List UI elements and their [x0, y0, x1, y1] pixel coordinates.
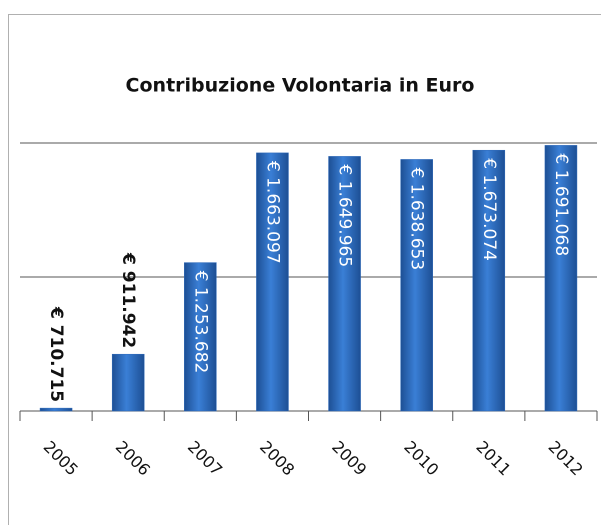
- data-label: € 1.663.097: [262, 161, 282, 264]
- bar: [544, 145, 578, 412]
- data-label: € 1.253.682: [190, 271, 210, 374]
- data-label: € 1.649.965: [335, 164, 355, 267]
- data-label: € 1.691.068: [551, 153, 571, 256]
- bar: [184, 262, 217, 412]
- bar: [256, 152, 289, 412]
- bar: [328, 156, 361, 412]
- bar: [472, 149, 506, 412]
- data-label: € 911.942: [118, 252, 138, 348]
- bar: [111, 353, 145, 412]
- data-label: € 1.673.074: [479, 158, 499, 261]
- bar: [39, 407, 73, 412]
- data-label: € 1.638.653: [407, 167, 427, 270]
- chart-title: Contribuzione Volontaria in Euro: [126, 75, 475, 97]
- bar: [400, 159, 433, 412]
- data-label: € 710.715: [46, 306, 66, 402]
